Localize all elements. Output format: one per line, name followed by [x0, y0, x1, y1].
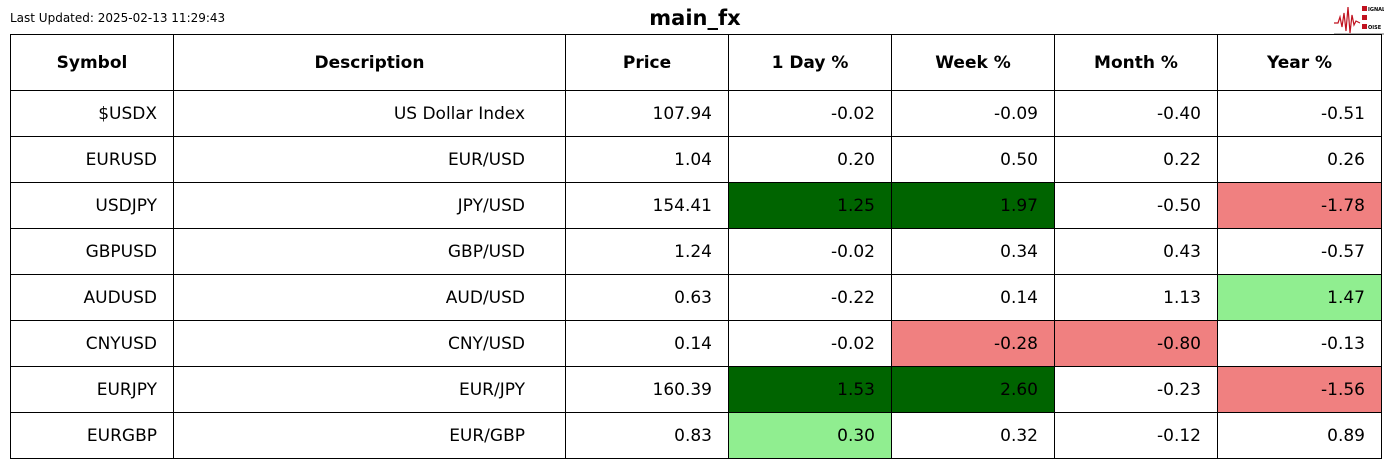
cell-1-day-pct: -0.02 — [728, 90, 892, 137]
table-row: USDJPY JPY/USD 154.41 1.25 1.97 -0.50 -1.78 — [10, 182, 1382, 229]
cell-description: EUR/JPY — [173, 366, 566, 413]
page-title: main_fx — [649, 6, 741, 30]
cell-description: JPY/USD — [173, 182, 566, 229]
cell-symbol: EURGBP — [10, 412, 174, 459]
cell-month-pct: 0.43 — [1054, 228, 1218, 275]
table-row: GBPUSD GBP/USD 1.24 -0.02 0.34 0.43 -0.57 — [10, 228, 1382, 275]
cell-description: CNY/USD — [173, 320, 566, 367]
column-header-price[interactable]: Price — [565, 34, 729, 91]
table-row: EURJPY EUR/JPY 160.39 1.53 2.60 -0.23 -1.56 — [10, 366, 1382, 413]
svg-text:OISE: OISE — [1368, 25, 1382, 31]
cell-year-pct: 1.47 — [1217, 274, 1382, 321]
cell-price: 0.14 — [565, 320, 729, 367]
cell-month-pct: -0.23 — [1054, 366, 1218, 413]
column-header-symbol[interactable]: Symbol — [10, 34, 174, 91]
cell-price: 1.24 — [565, 228, 729, 275]
cell-1-day-pct: 1.53 — [728, 366, 892, 413]
cell-symbol: EURJPY — [10, 366, 174, 413]
cell-description: US Dollar Index — [173, 90, 566, 137]
cell-year-pct: -0.51 — [1217, 90, 1382, 137]
cell-description: GBP/USD — [173, 228, 566, 275]
table-row: CNYUSD CNY/USD 0.14 -0.02 -0.28 -0.80 -0.13 — [10, 320, 1382, 367]
cell-month-pct: -0.12 — [1054, 412, 1218, 459]
cell-symbol: CNYUSD — [10, 320, 174, 367]
cell-year-pct: -0.13 — [1217, 320, 1382, 367]
table-row: EURGBP EUR/GBP 0.83 0.30 0.32 -0.12 0.89 — [10, 412, 1382, 459]
cell-symbol: USDJPY — [10, 182, 174, 229]
cell-week-pct: 0.50 — [891, 136, 1055, 183]
cell-1-day-pct: 1.25 — [728, 182, 892, 229]
cell-1-day-pct: 0.30 — [728, 412, 892, 459]
cell-week-pct: -0.09 — [891, 90, 1055, 137]
header-row: Symbol Description Price 1 Day % Week % Month… — [10, 34, 1382, 91]
cell-month-pct: 0.22 — [1054, 136, 1218, 183]
cell-price: 154.41 — [565, 182, 729, 229]
column-header-description[interactable]: Description — [173, 34, 566, 91]
column-header-week-pct[interactable]: Week % — [891, 34, 1055, 91]
cell-month-pct: -0.80 — [1054, 320, 1218, 367]
cell-1-day-pct: -0.02 — [728, 320, 892, 367]
cell-1-day-pct: -0.02 — [728, 228, 892, 275]
cell-month-pct: 1.13 — [1054, 274, 1218, 321]
cell-year-pct: -0.57 — [1217, 228, 1382, 275]
cell-symbol: AUDUSD — [10, 274, 174, 321]
table-row: $USDX US Dollar Index 107.94 -0.02 -0.09 -0.4… — [10, 90, 1382, 137]
cell-year-pct: 0.89 — [1217, 412, 1382, 459]
cell-description: EUR/GBP — [173, 412, 566, 459]
column-header-1-day-pct[interactable]: 1 Day % — [728, 34, 892, 91]
cell-year-pct: -1.78 — [1217, 182, 1382, 229]
cell-symbol: $USDX — [10, 90, 174, 137]
cell-price: 160.39 — [565, 366, 729, 413]
cell-week-pct: 2.60 — [891, 366, 1055, 413]
cell-price: 0.63 — [565, 274, 729, 321]
cell-week-pct: 1.97 — [891, 182, 1055, 229]
cell-month-pct: -0.40 — [1054, 90, 1218, 137]
cell-description: AUD/USD — [173, 274, 566, 321]
cell-price: 107.94 — [565, 90, 729, 137]
fx-table: Symbol Description Price 1 Day % Week % Month… — [10, 34, 1382, 459]
cell-price: 0.83 — [565, 412, 729, 459]
cell-year-pct: 0.26 — [1217, 136, 1382, 183]
signal-2-noise-logo: IGNAL OISE — [1334, 6, 1384, 35]
cell-symbol: GBPUSD — [10, 228, 174, 275]
cell-symbol: EURUSD — [10, 136, 174, 183]
cell-week-pct: 0.32 — [891, 412, 1055, 459]
cell-description: EUR/USD — [173, 136, 566, 183]
cell-1-day-pct: 0.20 — [728, 136, 892, 183]
svg-text:IGNAL: IGNAL — [1368, 7, 1384, 13]
cell-week-pct: -0.28 — [891, 320, 1055, 367]
cell-price: 1.04 — [565, 136, 729, 183]
last-updated: Last Updated: 2025-02-13 11:29:43 — [10, 11, 226, 25]
cell-1-day-pct: -0.22 — [728, 274, 892, 321]
column-header-month-pct[interactable]: Month % — [1054, 34, 1218, 91]
table-row: EURUSD EUR/USD 1.04 0.20 0.50 0.22 0.26 — [10, 136, 1382, 183]
column-header-year-pct[interactable]: Year % — [1217, 34, 1382, 91]
cell-month-pct: -0.50 — [1054, 182, 1218, 229]
cell-week-pct: 0.14 — [891, 274, 1055, 321]
table-row: AUDUSD AUD/USD 0.63 -0.22 0.14 1.13 1.47 — [10, 274, 1382, 321]
cell-week-pct: 0.34 — [891, 228, 1055, 275]
cell-year-pct: -1.56 — [1217, 366, 1382, 413]
